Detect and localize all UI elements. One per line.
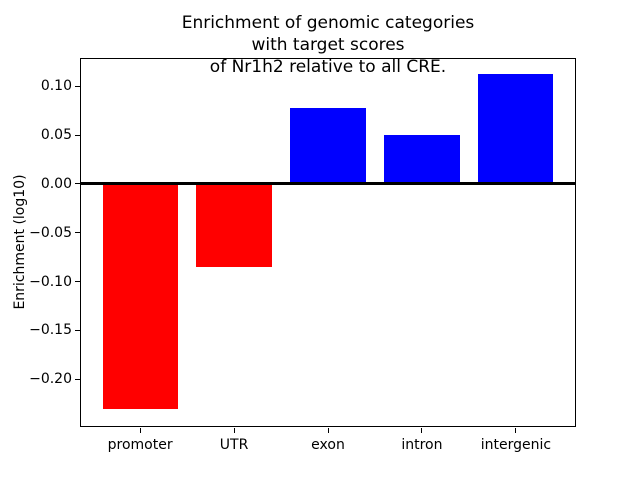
plot-area-frame [80, 58, 576, 427]
y-tick-mark [75, 183, 80, 185]
x-tick-label-intergenic: intergenic [480, 437, 552, 453]
y-tick-mark [75, 232, 80, 234]
x-tick-label-UTR: UTR [219, 437, 249, 453]
y-tick-label: 0.00 [40, 175, 72, 192]
y-tick-label: −0.05 [29, 224, 72, 241]
x-tick-label-intron: intron [401, 437, 443, 453]
y-tick-label: 0.10 [40, 78, 72, 95]
y-tick-mark [75, 281, 80, 283]
y-tick-label: −0.10 [29, 273, 72, 290]
y-tick-mark [75, 378, 80, 380]
x-tick-mark [139, 428, 141, 433]
y-tick-mark [75, 85, 80, 87]
x-tick-label-exon: exon [311, 437, 345, 453]
y-tick-mark [75, 134, 80, 136]
bar-UTR [196, 183, 272, 267]
x-tick-mark [327, 428, 329, 433]
bar-intergenic [478, 73, 554, 184]
x-tick-label-promoter: promoter [107, 437, 173, 453]
y-tick-label: 0.05 [40, 127, 72, 144]
x-tick-mark [421, 428, 423, 433]
chart-title: Enrichment of genomic categories with ta… [181, 13, 475, 78]
zero-line [80, 182, 576, 186]
bar-promoter [102, 183, 178, 410]
y-tick-label: −0.20 [29, 371, 72, 388]
y-tick-label: −0.15 [29, 322, 72, 339]
y-tick-mark [75, 329, 80, 331]
x-tick-mark [515, 428, 517, 433]
bar-intron [384, 135, 460, 184]
bar-exon [290, 107, 366, 184]
x-tick-mark [233, 428, 235, 433]
